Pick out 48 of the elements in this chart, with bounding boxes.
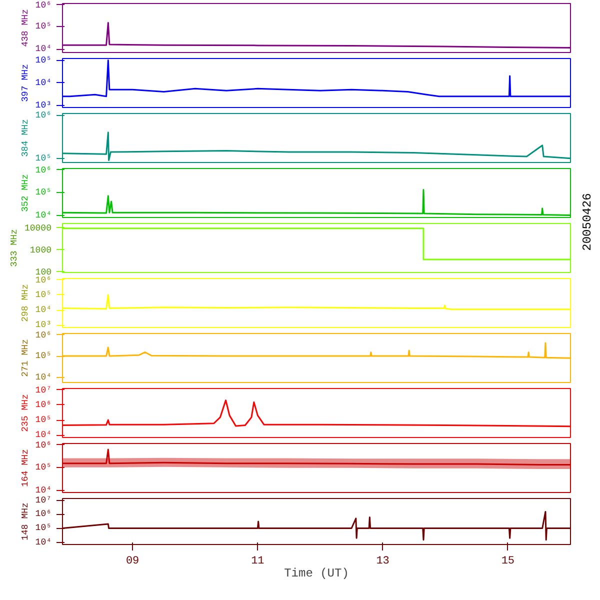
y-tick-label: 10⁶ [35, 166, 52, 176]
y-tick-label: 10⁷ [35, 386, 52, 396]
y-tick-label: 10⁶ [35, 330, 52, 340]
y-tick-label: 10⁵ [35, 290, 52, 300]
y-tick-label: 10⁵ [35, 523, 52, 534]
y-tick-label: 10000 [24, 223, 52, 234]
x-tick-label: 13 [376, 556, 390, 568]
y-tick-label: 10³ [35, 100, 52, 110]
y-tick-label: 10⁴ [35, 305, 52, 315]
y-tick-label: 10⁵ [35, 415, 52, 425]
x-tick-label: 15 [501, 556, 515, 568]
y-tick-label: 10⁴ [35, 210, 52, 220]
y-axis-title: 298 MHz [20, 284, 30, 322]
y-axis-title: 438 MHz [20, 9, 30, 47]
y-tick-label: 10⁴ [35, 78, 52, 88]
y-axis-title: 352 MHz [20, 174, 30, 212]
y-axis-title: 148 MHz [20, 502, 30, 540]
y-axis-title: 271 MHz [20, 339, 30, 377]
y-tick-label: 10⁶ [35, 276, 52, 286]
y-tick-label: 10⁴ [35, 430, 52, 440]
y-tick-label: 100 [35, 267, 52, 278]
y-tick-label: 10⁴ [35, 44, 52, 54]
y-tick-label: 10⁴ [35, 372, 52, 383]
x-axis-title: Time (UT) [284, 566, 349, 580]
y-tick-label: 10⁵ [35, 351, 52, 362]
y-tick-label: 10³ [35, 320, 52, 330]
x-tick-label: 11 [251, 556, 265, 568]
y-tick-label: 10⁶ [35, 0, 52, 10]
y-tick-label: 1000 [30, 245, 52, 256]
y-tick-label: 10⁴ [35, 485, 52, 496]
y-tick-label: 10⁵ [35, 187, 52, 198]
y-tick-label: 10⁵ [35, 462, 52, 472]
y-axis-title: 384 MHz [20, 119, 30, 157]
y-axis-title: 397 MHz [20, 64, 30, 102]
y-tick-label: 10⁴ [35, 537, 52, 548]
y-tick-label: 10⁶ [35, 400, 52, 410]
y-axis-title: 235 MHz [20, 394, 30, 432]
y-tick-label: 10⁶ [35, 110, 52, 120]
y-tick-label: 10⁷ [35, 496, 52, 506]
y-tick-label: 10⁵ [35, 56, 52, 66]
y-tick-label: 10⁵ [35, 153, 52, 164]
y-tick-label: 10⁵ [35, 22, 52, 32]
y-axis-title: 164 MHz [20, 449, 30, 487]
y-tick-label: 10⁶ [35, 509, 52, 520]
text: 20050426 [580, 193, 594, 251]
y-tick-label: 10⁶ [35, 440, 52, 450]
x-tick-label: 09 [126, 556, 140, 568]
y-axis-title: 333 MHz [9, 229, 20, 267]
